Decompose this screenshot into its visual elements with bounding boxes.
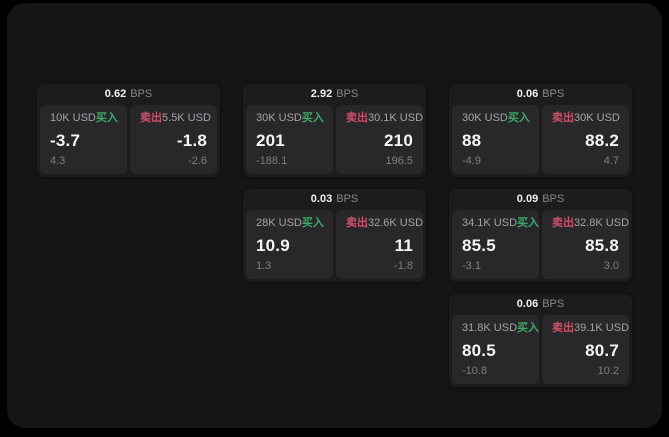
buy-panel[interactable]: 31.8K USD 买入 80.5 -10.8	[452, 315, 539, 384]
quote-card: 0.06 BPS 30K USD 买入 88 -4.9 卖出 30K USD	[449, 84, 632, 177]
sell-sub-value: 4.7	[603, 155, 619, 167]
card-header: 2.92 BPS	[246, 84, 423, 105]
app-background: 0.62 BPS 10K USD 买入 -3.7 4.3 卖出 5.5K USD	[7, 3, 662, 428]
bps-value: 2.92	[310, 88, 333, 100]
buy-size: 30K USD	[462, 112, 508, 124]
buy-side-label: 买入	[517, 322, 540, 334]
buy-size: 31.8K USD	[462, 322, 518, 334]
buy-sub-value: 4.3	[50, 155, 66, 167]
buy-price: 201	[256, 130, 285, 150]
quote-panels: 28K USD 买入 10.9 1.3 卖出 32.6K USD 11 -1.8	[246, 210, 423, 279]
sell-sub-value: 3.0	[603, 260, 619, 272]
sell-panel[interactable]: 卖出 30K USD 88.2 4.7	[542, 105, 629, 174]
sell-side-label: 卖出	[346, 112, 368, 124]
bps-value: 0.62	[104, 88, 127, 100]
buy-sub-value: -4.9	[462, 155, 481, 167]
sell-side-label: 卖出	[346, 217, 368, 229]
sell-sub-value: -2.6	[188, 155, 207, 167]
sell-panel[interactable]: 卖出 30.1K USD 210 196.5	[336, 105, 423, 174]
sell-side-label: 卖出	[140, 112, 162, 124]
buy-price: 80.5	[462, 340, 496, 360]
quote-panels: 31.8K USD 买入 80.5 -10.8 卖出 39.1K USD 80.…	[452, 315, 629, 384]
sell-size: 32.6K USD	[368, 217, 424, 229]
buy-price: 10.9	[256, 235, 290, 255]
buy-panel[interactable]: 34.1K USD 买入 85.5 -3.1	[452, 210, 539, 279]
quote-card: 0.03 BPS 28K USD 买入 10.9 1.3 卖出 32.6K US…	[243, 189, 426, 282]
card-header: 0.09 BPS	[452, 189, 629, 210]
sell-size: 39.1K USD	[574, 322, 630, 334]
buy-price: 88	[462, 130, 482, 150]
bps-unit-label: BPS	[542, 88, 565, 100]
quote-panels: 10K USD 买入 -3.7 4.3 卖出 5.5K USD -1.8 -2.…	[40, 105, 217, 174]
buy-panel[interactable]: 10K USD 买入 -3.7 4.3	[40, 105, 127, 174]
bps-unit-label: BPS	[542, 298, 565, 310]
sell-price: 88.2	[585, 130, 619, 150]
bps-value: 0.06	[516, 298, 539, 310]
sell-size: 32.8K USD	[574, 217, 630, 229]
buy-side-label: 买入	[95, 112, 118, 124]
quote-card: 0.62 BPS 10K USD 买入 -3.7 4.3 卖出 5.5K USD	[37, 84, 220, 177]
bps-unit-label: BPS	[336, 193, 359, 205]
sell-panel[interactable]: 卖出 5.5K USD -1.8 -2.6	[130, 105, 217, 174]
sell-size: 30.1K USD	[368, 112, 424, 124]
quote-card: 0.06 BPS 31.8K USD 买入 80.5 -10.8 卖出 39.1…	[449, 294, 632, 387]
sell-price: 11	[394, 235, 413, 255]
sell-sub-value: 10.2	[597, 365, 619, 377]
buy-sub-value: -10.8	[462, 365, 488, 377]
buy-size: 28K USD	[256, 217, 302, 229]
buy-size: 34.1K USD	[462, 217, 518, 229]
buy-price: 85.5	[462, 235, 496, 255]
sell-size: 30K USD	[574, 112, 620, 124]
sell-size: 5.5K USD	[162, 112, 211, 124]
buy-sub-value: -3.1	[462, 260, 481, 272]
sell-side-label: 卖出	[552, 217, 574, 229]
quote-panels: 30K USD 买入 201 -188.1 卖出 30.1K USD 210 1…	[246, 105, 423, 174]
card-header: 0.06 BPS	[452, 84, 629, 105]
bps-value: 0.03	[310, 193, 333, 205]
buy-side-label: 买入	[301, 112, 324, 124]
buy-size: 10K USD	[50, 112, 96, 124]
sell-side-label: 卖出	[552, 112, 574, 124]
sell-panel[interactable]: 卖出 32.6K USD 11 -1.8	[336, 210, 423, 279]
sell-panel[interactable]: 卖出 39.1K USD 80.7 10.2	[542, 315, 629, 384]
buy-sub-value: 1.3	[256, 260, 272, 272]
sell-price: 85.8	[585, 235, 619, 255]
bps-unit-label: BPS	[542, 193, 565, 205]
buy-panel[interactable]: 30K USD 买入 201 -188.1	[246, 105, 333, 174]
bps-unit-label: BPS	[130, 88, 153, 100]
sell-sub-value: -1.8	[394, 260, 413, 272]
card-header: 0.06 BPS	[452, 294, 629, 315]
quote-panels: 34.1K USD 买入 85.5 -3.1 卖出 32.8K USD 85.8…	[452, 210, 629, 279]
buy-panel[interactable]: 28K USD 买入 10.9 1.3	[246, 210, 333, 279]
card-header: 0.03 BPS	[246, 189, 423, 210]
bps-unit-label: BPS	[336, 88, 359, 100]
buy-panel[interactable]: 30K USD 买入 88 -4.9	[452, 105, 539, 174]
sell-sub-value: 196.5	[385, 155, 413, 167]
quote-panels: 30K USD 买入 88 -4.9 卖出 30K USD 88.2 4.7	[452, 105, 629, 174]
quote-card-grid: 0.62 BPS 10K USD 买入 -3.7 4.3 卖出 5.5K USD	[37, 84, 632, 387]
buy-price: -3.7	[50, 130, 81, 150]
buy-side-label: 买入	[517, 217, 540, 229]
buy-size: 30K USD	[256, 112, 302, 124]
bps-value: 0.06	[516, 88, 539, 100]
sell-side-label: 卖出	[552, 322, 574, 334]
card-header: 0.62 BPS	[40, 84, 217, 105]
buy-side-label: 买入	[301, 217, 324, 229]
buy-side-label: 买入	[507, 112, 530, 124]
quote-card: 2.92 BPS 30K USD 买入 201 -188.1 卖出 30.1K …	[243, 84, 426, 177]
bps-value: 0.09	[516, 193, 539, 205]
sell-price: 210	[384, 130, 413, 150]
sell-price: -1.8	[176, 130, 207, 150]
sell-panel[interactable]: 卖出 32.8K USD 85.8 3.0	[542, 210, 629, 279]
sell-price: 80.7	[585, 340, 619, 360]
buy-sub-value: -188.1	[256, 155, 288, 167]
quote-card: 0.09 BPS 34.1K USD 买入 85.5 -3.1 卖出 32.8K…	[449, 189, 632, 282]
